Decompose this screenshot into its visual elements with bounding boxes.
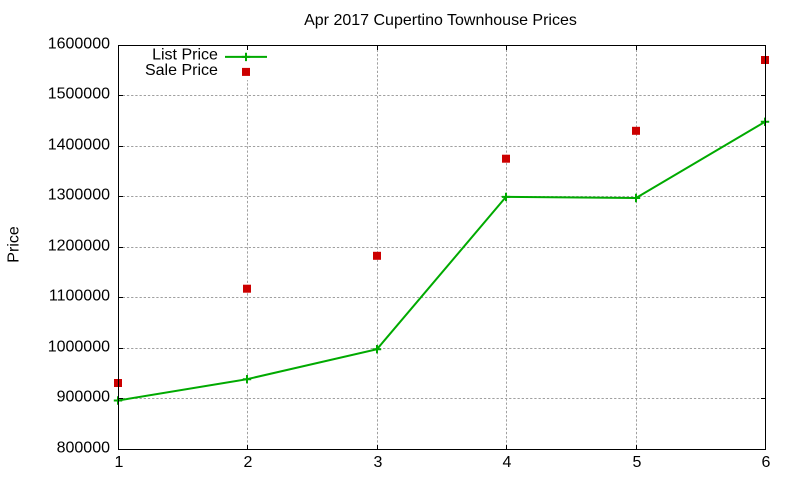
svg-text:Sale Price: Sale Price — [145, 62, 218, 79]
svg-text:1500000: 1500000 — [48, 86, 110, 103]
svg-text:6: 6 — [762, 454, 771, 471]
svg-text:1300000: 1300000 — [48, 187, 110, 204]
svg-text:4: 4 — [503, 454, 512, 471]
svg-text:1100000: 1100000 — [49, 288, 110, 305]
svg-text:1600000: 1600000 — [48, 36, 110, 53]
svg-text:800000: 800000 — [57, 440, 110, 457]
svg-text:2: 2 — [244, 454, 253, 471]
svg-text:5: 5 — [633, 454, 642, 471]
svg-text:1400000: 1400000 — [48, 137, 110, 154]
svg-text:1000000: 1000000 — [48, 339, 110, 356]
svg-text:1200000: 1200000 — [48, 238, 110, 255]
svg-text:Apr 2017 Cupertino Townhouse P: Apr 2017 Cupertino Townhouse Prices — [304, 12, 577, 29]
svg-text:3: 3 — [374, 454, 383, 471]
svg-text:Price: Price — [5, 226, 22, 263]
svg-text:1: 1 — [115, 454, 124, 471]
svg-text:List Price: List Price — [152, 47, 218, 64]
svg-text:900000: 900000 — [57, 389, 110, 406]
